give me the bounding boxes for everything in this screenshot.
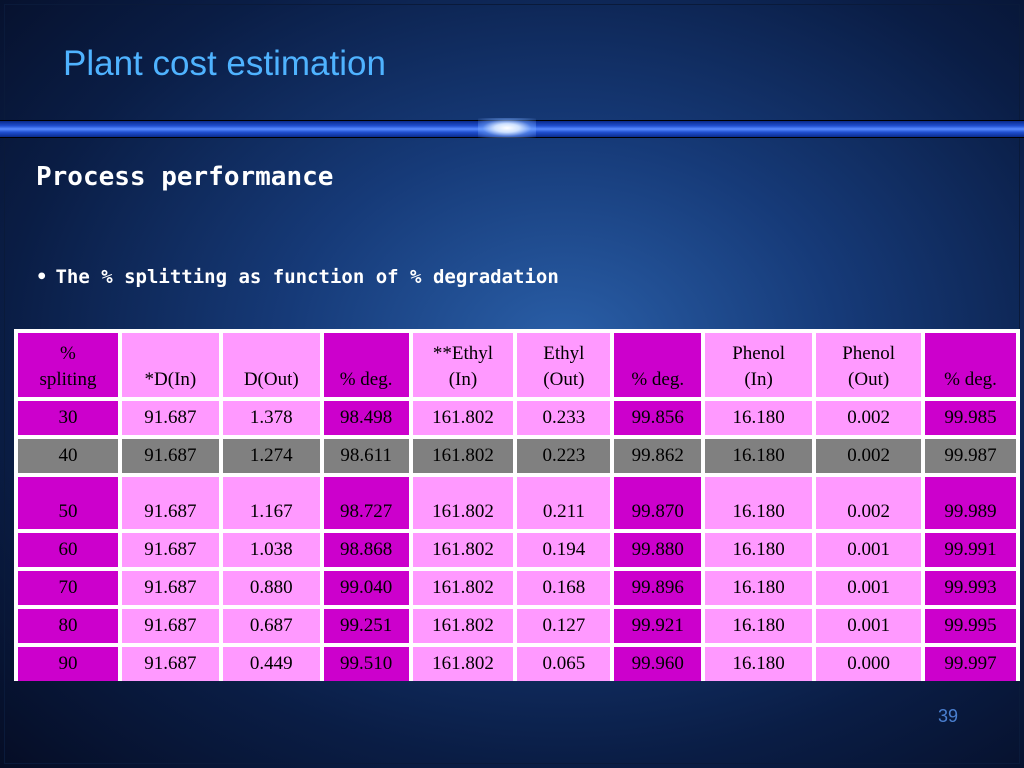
- table-cell: 16.180: [705, 401, 813, 435]
- table-cell: 99.995: [925, 609, 1016, 643]
- table-cell: 1.378: [222, 401, 320, 435]
- table-cell: 16.180: [705, 439, 813, 473]
- table-cell: 0.001: [816, 571, 922, 605]
- table-cell: 98.498: [323, 401, 409, 435]
- table-cell: 91.687: [121, 533, 219, 567]
- row-splitting-cell: 70: [18, 571, 118, 605]
- table-cell: 161.802: [412, 477, 514, 529]
- table-row: 60 91.687 1.038 98.868 161.802 0.194 99.880 16.…: [18, 533, 1016, 567]
- table-cell: 0.002: [816, 401, 922, 435]
- row-splitting-cell: 80: [18, 609, 118, 643]
- table-cell: 99.991: [925, 533, 1016, 567]
- bullet-text: The % splitting as function of % degrada…: [55, 266, 559, 288]
- table-cell: 99.997: [925, 647, 1016, 681]
- row-splitting-cell: 50: [18, 477, 118, 529]
- table-cell: 99.921: [614, 609, 702, 643]
- table-cell: 1.038: [222, 533, 320, 567]
- table-cell: 1.167: [222, 477, 320, 529]
- table-cell: 0.211: [517, 477, 611, 529]
- table-row: 70 91.687 0.880 99.040 161.802 0.168 99.896 16.…: [18, 571, 1016, 605]
- slide-title: Plant cost estimation: [63, 44, 386, 83]
- table-cell: 0.223: [517, 439, 611, 473]
- header-ethyl-out: Ethyl (Out): [517, 333, 611, 397]
- table-cell: 0.001: [816, 609, 922, 643]
- header-d-out: D(Out): [222, 333, 320, 397]
- header-phenol-out: Phenol (Out): [816, 333, 922, 397]
- divider-glow-decoration: [478, 118, 536, 138]
- table-row: 30 91.687 1.378 98.498 161.802 0.233 99.856 16.…: [18, 401, 1016, 435]
- table-cell: 16.180: [705, 571, 813, 605]
- table-cell: 91.687: [121, 477, 219, 529]
- table-cell: 161.802: [412, 647, 514, 681]
- table-cell: 161.802: [412, 533, 514, 567]
- table-header-row: % spliting *D(In) D(Out) % deg. **Ethyl (I…: [18, 333, 1016, 397]
- table-cell: 0.233: [517, 401, 611, 435]
- table-cell: 98.611: [323, 439, 409, 473]
- row-splitting-cell: 90: [18, 647, 118, 681]
- page-number: 39: [938, 706, 959, 726]
- table-cell: 0.002: [816, 477, 922, 529]
- table-cell: 91.687: [121, 647, 219, 681]
- table-cell: 0.065: [517, 647, 611, 681]
- header-phenol-deg: % deg.: [925, 333, 1016, 397]
- header-phenol-in: Phenol (In): [705, 333, 813, 397]
- table-cell: 99.880: [614, 533, 702, 567]
- table-cell: 16.180: [705, 533, 813, 567]
- table-cell: 99.510: [323, 647, 409, 681]
- table-cell: 99.862: [614, 439, 702, 473]
- table-cell: 0.002: [816, 439, 922, 473]
- header-d-deg: % deg.: [323, 333, 409, 397]
- table-cell: 161.802: [412, 571, 514, 605]
- table-cell: 0.001: [816, 533, 922, 567]
- header-d-in: *D(In): [121, 333, 219, 397]
- table-cell: 0.880: [222, 571, 320, 605]
- table-row: 80 91.687 0.687 99.251 161.802 0.127 99.921 16.…: [18, 609, 1016, 643]
- table-cell: 161.802: [412, 609, 514, 643]
- header-splitting: % spliting: [18, 333, 118, 397]
- table-cell: 99.856: [614, 401, 702, 435]
- table-cell: 99.960: [614, 647, 702, 681]
- table-cell: 99.040: [323, 571, 409, 605]
- table-cell: 1.274: [222, 439, 320, 473]
- table-row: 90 91.687 0.449 99.510 161.802 0.065 99.960 16.…: [18, 647, 1016, 681]
- table-cell: 91.687: [121, 609, 219, 643]
- bullet-point: • The % splitting as function of % degrad…: [36, 266, 559, 288]
- table-cell: 0.687: [222, 609, 320, 643]
- table-row: 40 91.687 1.274 98.611 161.802 0.223 99.862 16.…: [18, 439, 1016, 473]
- table-cell: 99.993: [925, 571, 1016, 605]
- table-cell: 91.687: [121, 401, 219, 435]
- table-cell: 98.868: [323, 533, 409, 567]
- table-cell: 0.449: [222, 647, 320, 681]
- table-row: 50 91.687 1.167 98.727 161.802 0.211 99.870 16.…: [18, 477, 1016, 529]
- table-cell: 98.727: [323, 477, 409, 529]
- row-splitting-cell: 30: [18, 401, 118, 435]
- table-cell: 99.989: [925, 477, 1016, 529]
- table-cell: 16.180: [705, 477, 813, 529]
- table-cell: 16.180: [705, 647, 813, 681]
- table-cell: 99.985: [925, 401, 1016, 435]
- table-cell: 99.896: [614, 571, 702, 605]
- table-cell: 0.168: [517, 571, 611, 605]
- table-cell: 161.802: [412, 401, 514, 435]
- header-ethyl-deg: % deg.: [614, 333, 702, 397]
- table-cell: 99.251: [323, 609, 409, 643]
- header-ethyl-in: **Ethyl (In): [412, 333, 514, 397]
- table-cell: 0.127: [517, 609, 611, 643]
- table-cell: 99.870: [614, 477, 702, 529]
- performance-table-container: % spliting *D(In) D(Out) % deg. **Ethyl (I…: [14, 329, 1020, 681]
- table-cell: 99.987: [925, 439, 1016, 473]
- row-splitting-cell: 60: [18, 533, 118, 567]
- table-cell: 91.687: [121, 571, 219, 605]
- bullet-marker: •: [36, 266, 48, 288]
- table-cell: 161.802: [412, 439, 514, 473]
- table-cell: 0.194: [517, 533, 611, 567]
- section-subtitle: Process performance: [36, 162, 334, 192]
- performance-table: % spliting *D(In) D(Out) % deg. **Ethyl (I…: [14, 329, 1020, 685]
- table-cell: 16.180: [705, 609, 813, 643]
- table-cell: 91.687: [121, 439, 219, 473]
- table-cell: 0.000: [816, 647, 922, 681]
- row-splitting-cell: 40: [18, 439, 118, 473]
